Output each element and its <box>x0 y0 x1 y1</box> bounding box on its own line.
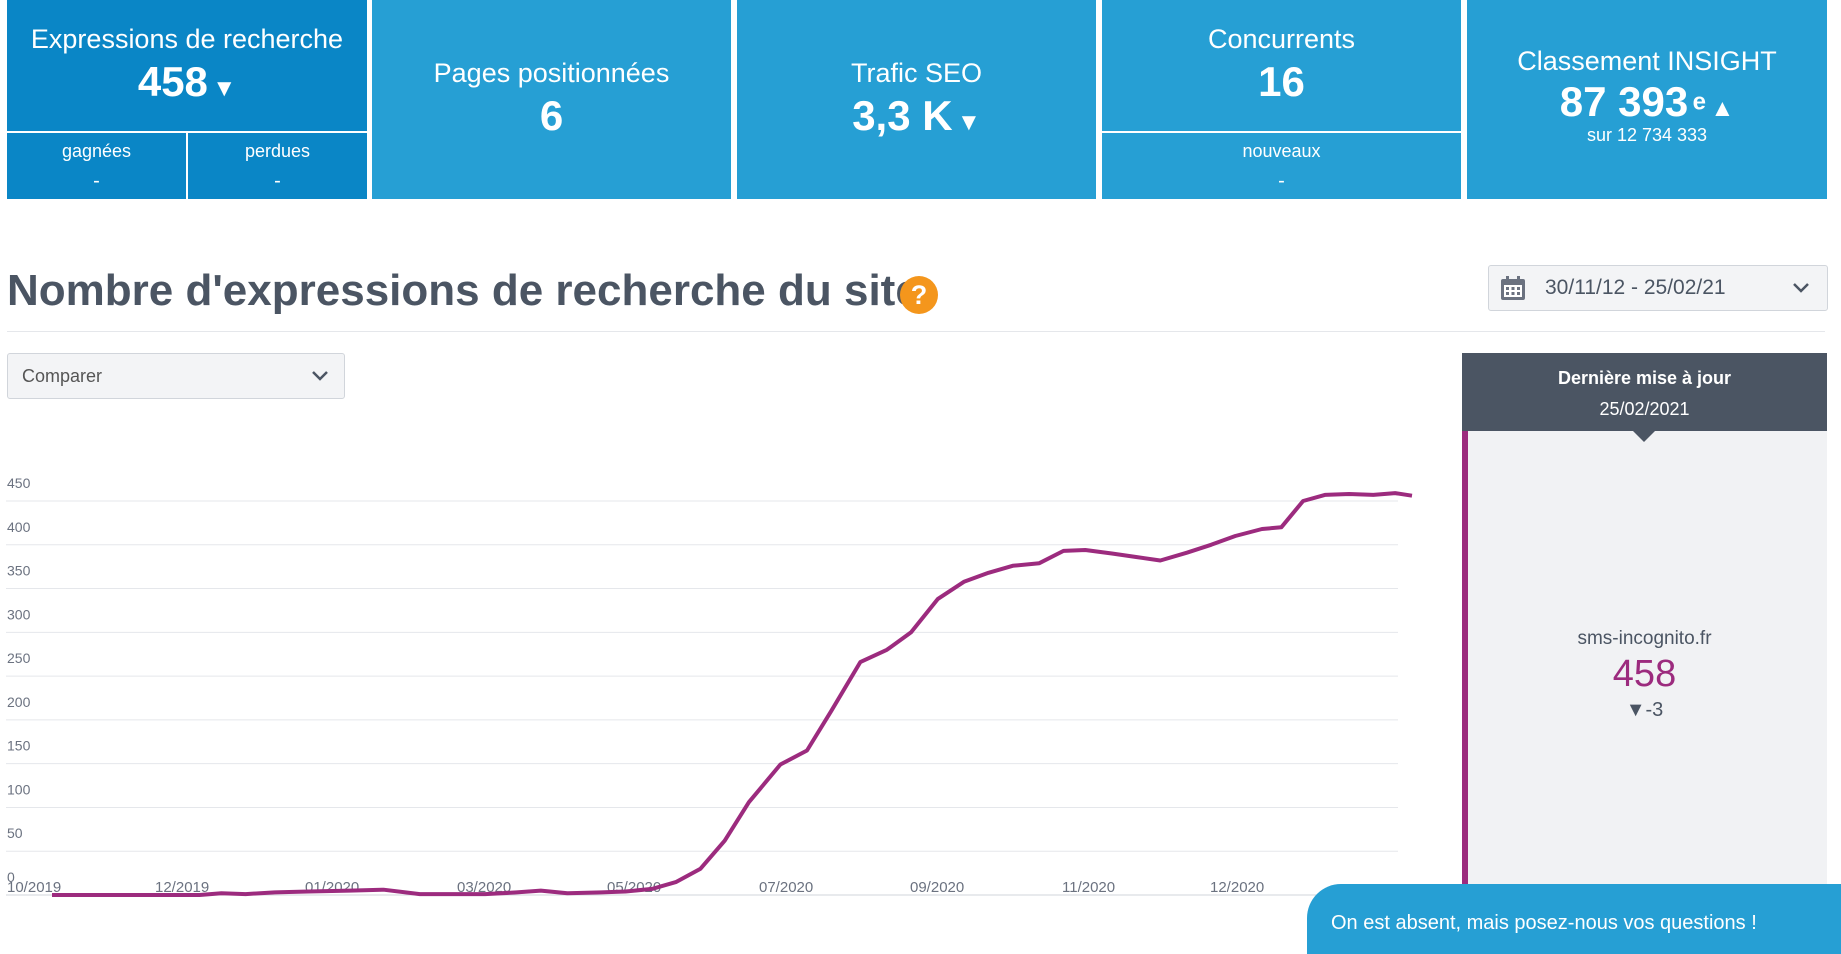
kpi-traffic-value: 3,3 K <box>852 92 953 139</box>
kpi-expressions-value-row: 458 ▼ <box>7 61 367 103</box>
divider <box>7 331 1825 332</box>
panel-value: 458 <box>1612 653 1677 695</box>
y-tick-label: 200 <box>7 694 31 710</box>
chat-widget[interactable]: On est absent, mais posez-nous vos quest… <box>1307 884 1841 954</box>
date-range-select[interactable]: 30/11/12 - 25/02/21 <box>1488 265 1828 311</box>
down-arrow-icon: ▼ <box>957 109 981 136</box>
kpi-lost-value: - <box>274 170 281 192</box>
y-tick-label: 150 <box>7 738 31 754</box>
kpi-ranking[interactable]: Classement INSIGHT 87 393 e ▲ sur 12 734… <box>1467 0 1827 199</box>
page-title: Nombre d'expressions de recherche du sit… <box>7 266 920 315</box>
kpi-expressions-title: Expressions de recherche <box>30 24 344 54</box>
y-tick-label: 300 <box>7 606 31 622</box>
up-arrow-icon: ▲ <box>1710 95 1735 122</box>
kpi-traffic-value-row: 3,3 K ▼ <box>737 95 1096 137</box>
chat-text: On est absent, mais posez-nous vos quest… <box>1331 912 1757 934</box>
compare-select[interactable]: Comparer <box>7 353 345 399</box>
x-tick-label: 12/2019 <box>155 879 209 896</box>
kpi-ranking-value-row: 87 393 e ▲ <box>1467 81 1827 123</box>
y-tick-label: 400 <box>7 519 31 535</box>
line-chart: 0 50 100 150 200 250 300 350 400 450 10/2019 12/20… <box>6 475 1413 897</box>
kpi-new-value: - <box>1278 170 1285 192</box>
x-tick-label: 07/2020 <box>759 879 813 896</box>
kpi-lost[interactable]: perdues - <box>186 133 367 199</box>
kpi-pages-title: Pages positionnées <box>433 58 670 88</box>
kpi-competitors-sub: nouveaux - <box>1102 131 1461 199</box>
kpi-ranking-sub: sur 12 734 333 <box>1586 125 1708 145</box>
panel-site: sms-incognito.fr <box>1577 628 1712 649</box>
kpi-expressions-sub: gagnées - perdues - <box>7 131 367 199</box>
kpi-competitors-value: 16 <box>1258 58 1305 105</box>
y-tick-label: 0 <box>7 869 15 885</box>
panel-marker-line <box>1462 431 1468 927</box>
y-tick-label: 350 <box>7 563 31 579</box>
chevron-down-icon <box>1793 283 1809 293</box>
y-tick-label: 250 <box>7 650 31 666</box>
date-range-label: 30/11/12 - 25/02/21 <box>1545 276 1726 299</box>
kpi-new-label: nouveaux <box>1242 141 1321 161</box>
kpi-lost-label: perdues <box>244 141 311 161</box>
panel-header: Dernière mise à jour 25/02/2021 <box>1462 353 1827 431</box>
x-tick-label: 10/2019 <box>7 879 61 896</box>
kpi-ranking-value: 87 393 <box>1559 78 1689 125</box>
panel-delta: ▼-3 <box>1625 699 1664 721</box>
kpi-new[interactable]: nouveaux - <box>1102 133 1461 199</box>
kpi-gained-label: gagnées <box>61 141 132 161</box>
x-tick-label: 09/2020 <box>910 879 964 896</box>
calendar-icon <box>1501 276 1525 300</box>
kpi-gained-value: - <box>93 170 100 192</box>
kpi-competitors-title: Concurrents <box>1207 24 1356 54</box>
x-tick-label: 12/2020 <box>1210 879 1264 896</box>
kpi-expressions-value: 458 <box>137 58 208 105</box>
chevron-down-icon <box>312 371 328 381</box>
down-arrow-icon: ▼ <box>212 75 237 102</box>
panel-pointer <box>1633 431 1655 442</box>
panel-header-date: 25/02/2021 <box>1599 399 1690 419</box>
kpi-pages[interactable]: Pages positionnées 6 <box>372 0 731 199</box>
compare-label: Comparer <box>22 366 103 386</box>
y-tick-label: 450 <box>7 475 31 491</box>
last-update-panel: Dernière mise à jour 25/02/2021 sms-inco… <box>1462 353 1827 927</box>
series-line <box>52 491 1413 897</box>
kpi-competitors[interactable]: Concurrents 16 nouveaux - <box>1102 0 1461 199</box>
kpi-traffic-title: Trafic SEO <box>850 58 983 88</box>
help-icon[interactable]: ? <box>900 276 938 314</box>
panel-header-title: Dernière mise à jour <box>1557 368 1732 388</box>
y-tick-label: 100 <box>7 781 31 797</box>
kpi-ranking-title: Classement INSIGHT <box>1517 46 1777 76</box>
kpi-ranking-suffix: e <box>1692 88 1707 116</box>
kpi-traffic[interactable]: Trafic SEO 3,3 K ▼ <box>737 0 1096 199</box>
kpi-pages-value: 6 <box>539 92 564 139</box>
x-tick-label: 11/2020 <box>1062 879 1115 896</box>
x-tick-label: 01/2020 <box>305 879 359 896</box>
kpi-expressions[interactable]: Expressions de recherche 458 ▼ gagnées -… <box>7 0 367 199</box>
y-tick-label: 50 <box>7 825 23 841</box>
kpi-gained[interactable]: gagnées - <box>7 133 186 199</box>
